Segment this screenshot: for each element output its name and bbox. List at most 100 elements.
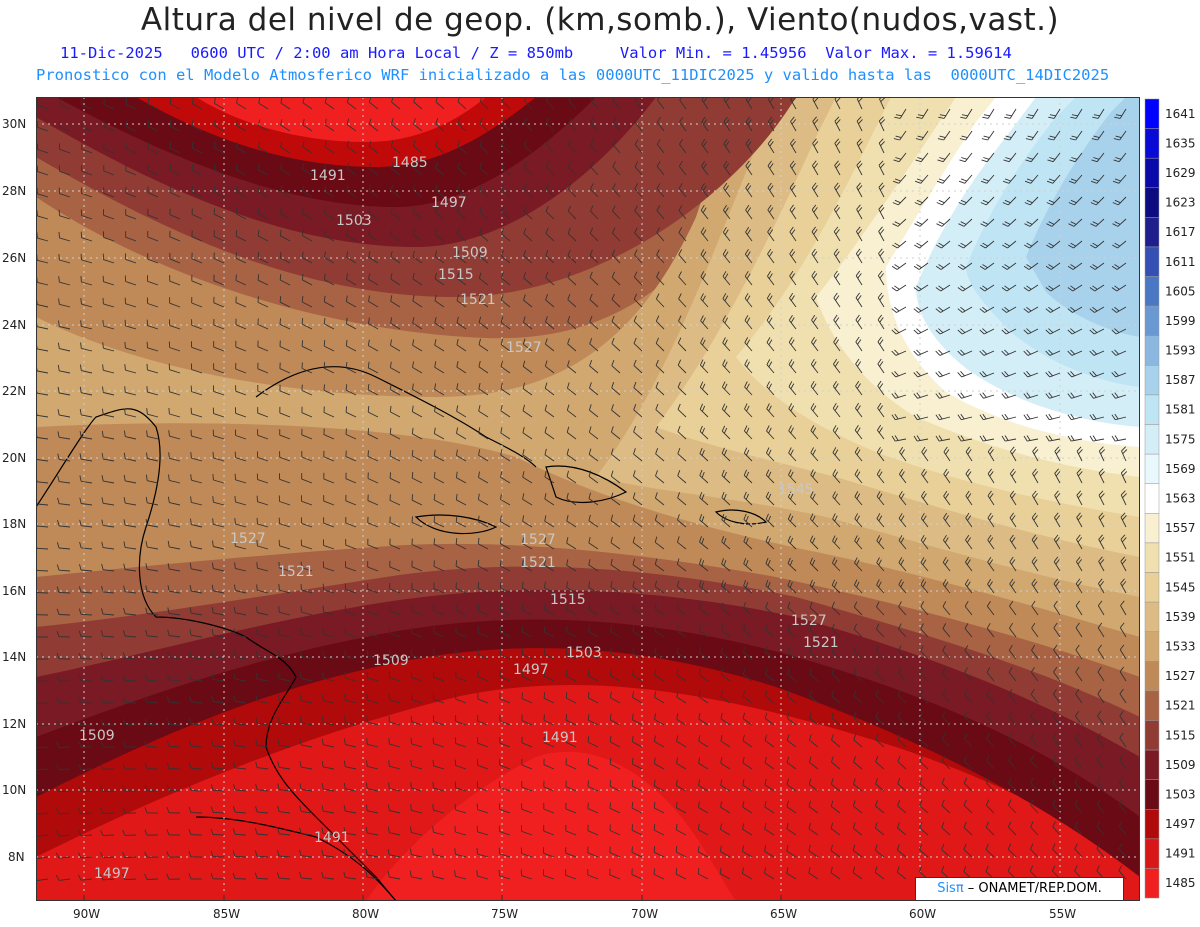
wind-barb-flag (456, 383, 459, 390)
wind-barb-flag (1046, 244, 1052, 249)
wind-barb (190, 745, 203, 748)
wind-barb-flag (722, 248, 727, 255)
wind-barb-flag (831, 712, 835, 719)
wind-barb-flag (365, 804, 368, 811)
wind-barb (656, 232, 665, 242)
wind-barb-flag (55, 852, 60, 859)
wind-barb (81, 170, 93, 176)
wind-barb-flag (478, 316, 482, 323)
wind-barb (390, 212, 401, 220)
wind-barb-flag (764, 778, 767, 785)
wind-barb-flag (455, 538, 458, 545)
wind-barb (102, 834, 115, 837)
wind-barb (720, 873, 731, 880)
wind-barb (1117, 196, 1127, 206)
wind-barb-flag (211, 584, 214, 591)
wind-barb (611, 431, 621, 440)
wind-barb (895, 394, 907, 399)
wind-barb (745, 209, 753, 220)
wind-barb (987, 130, 995, 141)
wind-barb-flag (324, 229, 327, 236)
wind-barb-flag (810, 425, 815, 431)
wind-barb-flag (676, 580, 680, 587)
wind-barb (103, 569, 115, 572)
wind-barb (743, 651, 753, 660)
wind-barb-flag (523, 117, 528, 124)
wind-barb-flag (434, 250, 438, 257)
wind-barb (767, 209, 775, 220)
wind-barb (103, 236, 115, 242)
wind-barb (631, 807, 643, 814)
wind-barb-flag (790, 493, 794, 500)
wind-barb (831, 606, 841, 616)
wind-barb-flag (589, 337, 593, 344)
wind-barb (521, 808, 533, 814)
wind-barb-flag (632, 602, 635, 610)
wind-barb-flag (1076, 446, 1082, 452)
wind-barb (698, 696, 709, 704)
wind-barb-flag (1024, 244, 1030, 249)
wind-barb-flag (588, 581, 591, 588)
wind-barb (589, 365, 599, 374)
wind-barb (723, 187, 731, 198)
wind-barb-flag (410, 759, 412, 767)
wind-barb-flag (703, 97, 708, 103)
wind-barb (877, 407, 885, 418)
wind-barb (677, 409, 687, 418)
wind-barb-flag (1077, 559, 1082, 565)
wind-barb (943, 539, 951, 550)
wind-barb (787, 585, 797, 594)
wind-barb (767, 143, 775, 154)
wind-barb (59, 126, 71, 132)
wind-barb (324, 257, 335, 264)
wind-barb-flag (612, 161, 616, 167)
wind-barb (1115, 372, 1127, 378)
wind-barb-flag (123, 563, 126, 570)
wind-barb (742, 851, 753, 858)
wind-barb-flag (812, 160, 817, 166)
wind-barb-flag (656, 271, 660, 278)
wind-barb (810, 496, 819, 506)
wind-barb-flag (324, 163, 327, 170)
wind-barb-flag (891, 372, 897, 378)
wind-barb-flag (964, 689, 968, 696)
wind-barb-flag (833, 292, 838, 299)
wind-barb-flag (523, 250, 527, 256)
wind-barb (789, 187, 797, 198)
wind-barb (631, 829, 643, 836)
colorbar-label: 1509 (1165, 758, 1196, 772)
wind-barb (456, 410, 467, 418)
wind-barb-flag (982, 328, 988, 333)
wind-barb (411, 477, 423, 484)
wind-barb-flag (979, 308, 985, 313)
wind-barb (1072, 284, 1083, 292)
wind-barb-flag (166, 784, 170, 791)
wind-barb-flag (544, 515, 547, 522)
wind-barb-flag (938, 242, 945, 247)
wind-barb (942, 562, 951, 572)
wind-barb (987, 517, 995, 528)
wind-barb (213, 701, 225, 704)
wind-barb (656, 166, 665, 176)
wind-barb-flag (1023, 393, 1028, 399)
wind-barb (1120, 561, 1127, 572)
wind-barb-flag (787, 491, 792, 498)
colorbar-label: 1521 (1165, 699, 1196, 713)
wind-barb-flag (1026, 264, 1032, 269)
wind-barb (632, 719, 643, 726)
wind-barb (764, 784, 775, 792)
wind-barb-flag (432, 870, 434, 877)
wind-barb-flag (812, 116, 817, 122)
wind-barb-flag (587, 669, 590, 676)
wind-barb (523, 255, 533, 264)
wind-barb (854, 452, 863, 462)
wind-barb-flag (611, 227, 616, 234)
wind-barb-flag (832, 469, 837, 475)
wind-barb (235, 656, 247, 660)
wind-barb-flag (938, 221, 945, 225)
wind-barb-flag (500, 471, 503, 478)
wind-barb (1031, 649, 1039, 660)
wind-barb (367, 854, 379, 858)
wind-barb-flag (1045, 414, 1050, 420)
wind-barb (412, 300, 423, 308)
